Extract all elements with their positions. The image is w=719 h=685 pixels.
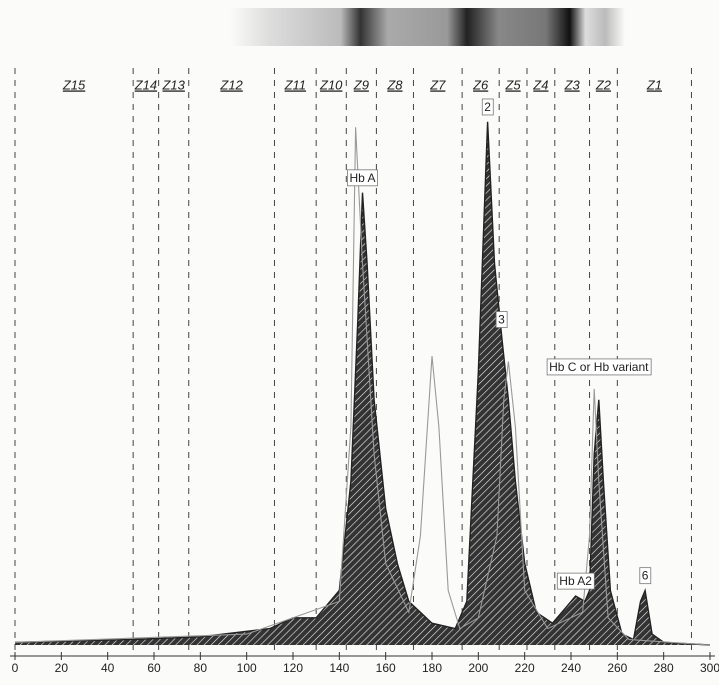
zone-label: Z3 <box>564 77 581 92</box>
x-tick-label: 20 <box>55 661 69 675</box>
x-tick-label: 200 <box>468 661 488 675</box>
x-tick-label: 240 <box>561 661 581 675</box>
chart: Z15Z14Z13Z12Z11Z10Z9Z8Z7Z6Z5Z4Z3Z2Z10204… <box>0 0 719 680</box>
x-tick-label: 280 <box>654 661 674 675</box>
zone-label: Z1 <box>646 77 662 92</box>
zone-label: Z11 <box>284 77 306 92</box>
zone-label: Z4 <box>532 77 548 92</box>
zone-label: Z8 <box>386 77 403 92</box>
zone-label: Z9 <box>353 77 369 92</box>
zone-label: Z12 <box>219 77 243 92</box>
x-tick-label: 40 <box>101 661 115 675</box>
x-tick-label: 260 <box>607 661 627 675</box>
annotation: 6 <box>642 569 649 583</box>
zone-label: Z2 <box>595 77 612 92</box>
x-tick-label: 220 <box>515 661 535 675</box>
zone-label: Z13 <box>161 77 185 92</box>
x-tick-label: 140 <box>329 661 349 675</box>
annotation: Hb A2 <box>559 574 592 588</box>
x-tick-label: 0 <box>12 661 19 675</box>
x-tick-label: 100 <box>237 661 257 675</box>
zone-label: Z7 <box>429 77 446 92</box>
x-tick-label: 120 <box>283 661 303 675</box>
x-tick-label: 60 <box>147 661 161 675</box>
x-tick-label: 160 <box>376 661 396 675</box>
annotation: Hb A <box>349 171 375 185</box>
zone-label: Z5 <box>504 77 521 92</box>
page: {"chart_data": { "type": "line", "xlim":… <box>0 0 719 680</box>
x-tick-label: 300 <box>700 661 719 675</box>
zone-label: Z15 <box>62 77 86 92</box>
annotation: 2 <box>484 100 491 114</box>
zone-label: Z14 <box>134 77 157 92</box>
gel-strip <box>230 8 625 46</box>
x-tick-label: 180 <box>422 661 442 675</box>
zone-label: Z10 <box>319 77 343 92</box>
zone-label: Z6 <box>472 77 489 92</box>
annotation: 3 <box>498 313 505 327</box>
annotation: Hb C or Hb variant <box>549 360 649 374</box>
x-tick-label: 80 <box>194 661 208 675</box>
